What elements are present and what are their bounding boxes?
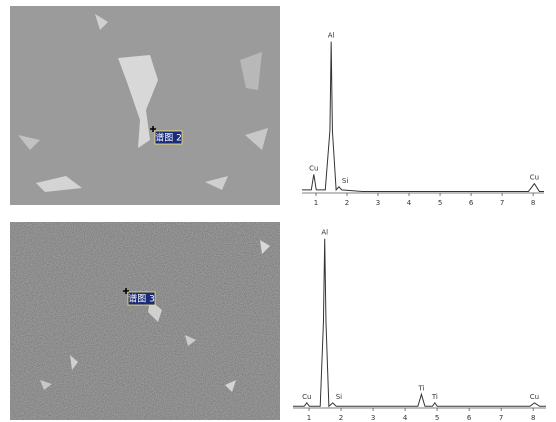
peak-label: Cu [302,393,311,401]
figure: 谱图 2 谱图 3 1 2 3 4 5 6 7 8 Al Cu Si Cu 1 2 3 4 5 6 7 8 Al Cu Si… [0,0,556,422]
x-tick-label: 1 [307,414,311,422]
spectrum-label: 谱图 2 [155,132,182,144]
sem-image-top [10,6,280,205]
spectrum-label: 谱图 3 [128,293,155,305]
peak-label: Ti [431,393,438,401]
x-tick-label: 1 [314,199,318,207]
sem-image-bottom [10,222,280,420]
peak-label: Ti [417,384,424,392]
x-tick-label: 4 [407,199,412,207]
peak-label: Al [328,32,335,40]
x-tick-label: 3 [371,414,375,422]
x-tick-label: 8 [531,414,535,422]
peak-label: Si [342,177,348,185]
peak-label: Cu [530,174,539,182]
spectrum-line [293,239,546,407]
x-tick-label: 2 [339,414,343,422]
x-tick-label: 5 [435,414,439,422]
x-tick-label: 3 [376,199,380,207]
peak-label: Cu [530,393,539,401]
x-tick-label: 2 [345,199,349,207]
x-tick-label: 8 [531,199,535,207]
page: {"images": [{"label": "谱图 2"}, {"label":… [0,0,556,422]
spectrum-line [302,42,544,192]
x-tick-label: 5 [438,199,442,207]
x-tick-label: 4 [403,414,408,422]
peak-label: Si [336,393,342,401]
peak-label: Cu [309,164,318,172]
x-tick-label: 6 [467,414,472,422]
peak-label: Al [321,229,328,237]
x-tick-label: 7 [500,199,504,207]
x-tick-label: 6 [469,199,474,207]
x-tick-label: 7 [499,414,503,422]
